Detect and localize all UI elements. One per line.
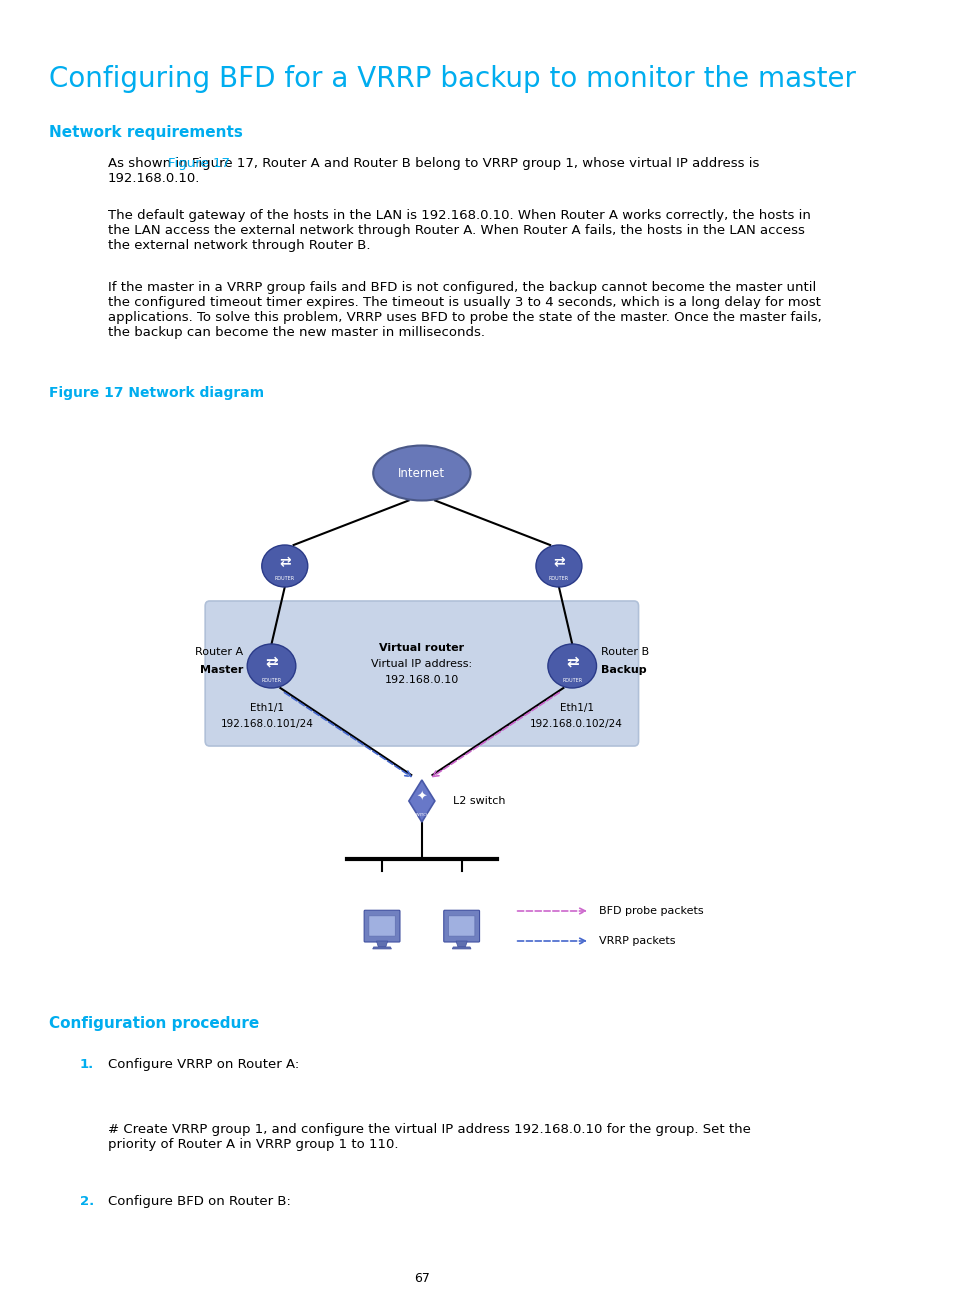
Polygon shape	[456, 941, 467, 947]
Text: ROUTER: ROUTER	[561, 678, 581, 683]
Polygon shape	[452, 947, 471, 949]
Text: The default gateway of the hosts in the LAN is 192.168.0.10. When Router A works: The default gateway of the hosts in the …	[108, 209, 810, 251]
Text: VRRP packets: VRRP packets	[598, 936, 675, 946]
FancyBboxPatch shape	[205, 601, 638, 746]
Ellipse shape	[247, 644, 295, 688]
Text: ⇄: ⇄	[553, 555, 564, 569]
FancyBboxPatch shape	[364, 910, 399, 942]
Ellipse shape	[261, 546, 308, 587]
FancyBboxPatch shape	[443, 910, 479, 942]
FancyBboxPatch shape	[448, 916, 475, 936]
Text: L2 switch: L2 switch	[453, 796, 505, 806]
Text: 67: 67	[414, 1271, 430, 1284]
Text: Backup: Backup	[599, 665, 645, 675]
Text: 2.: 2.	[79, 1195, 93, 1208]
Ellipse shape	[373, 446, 470, 500]
Text: 192.168.0.102/24: 192.168.0.102/24	[530, 719, 622, 730]
Text: Eth1/1: Eth1/1	[559, 702, 593, 713]
Text: ROUTER: ROUTER	[274, 575, 294, 581]
Text: ⇄: ⇄	[278, 555, 291, 569]
Text: Configuring BFD for a VRRP backup to monitor the master: Configuring BFD for a VRRP backup to mon…	[49, 65, 855, 93]
Text: Virtual router: Virtual router	[379, 643, 464, 653]
Text: Figure 17 Network diagram: Figure 17 Network diagram	[49, 386, 263, 400]
Text: Router A: Router A	[194, 647, 243, 657]
Polygon shape	[373, 947, 391, 949]
Text: 1.: 1.	[79, 1058, 93, 1070]
Text: Network requirements: Network requirements	[49, 124, 242, 140]
Text: ROUTER: ROUTER	[261, 678, 281, 683]
Polygon shape	[409, 780, 435, 822]
Ellipse shape	[536, 546, 581, 587]
Text: If the master in a VRRP group fails and BFD is not configured, the backup cannot: If the master in a VRRP group fails and …	[108, 281, 821, 340]
Text: ⇄: ⇄	[265, 654, 277, 670]
Text: ROUTER: ROUTER	[548, 575, 568, 581]
Text: ⇄: ⇄	[565, 654, 578, 670]
Text: ✦: ✦	[416, 791, 427, 804]
Text: Configure VRRP on Router A:: Configure VRRP on Router A:	[108, 1058, 299, 1070]
Text: BFD probe packets: BFD probe packets	[598, 906, 702, 916]
Text: 192.168.0.101/24: 192.168.0.101/24	[220, 719, 314, 730]
Text: Configuration procedure: Configuration procedure	[49, 1016, 258, 1032]
Polygon shape	[376, 941, 387, 947]
Text: Master: Master	[199, 665, 243, 675]
Text: As shown in Figure 17, Router A and Router B belong to VRRP group 1, whose virtu: As shown in Figure 17, Router A and Rout…	[108, 157, 759, 185]
Ellipse shape	[547, 644, 596, 688]
FancyBboxPatch shape	[369, 916, 395, 936]
Text: Internet: Internet	[398, 467, 445, 480]
Text: Figure 17: Figure 17	[168, 157, 230, 170]
Text: Configure BFD on Router B:: Configure BFD on Router B:	[108, 1195, 291, 1208]
Text: 192.168.0.10: 192.168.0.10	[384, 675, 458, 686]
Text: Virtual IP address:: Virtual IP address:	[371, 658, 472, 669]
Text: SWITCH: SWITCH	[414, 813, 430, 816]
Text: Eth1/1: Eth1/1	[250, 702, 284, 713]
Text: Router B: Router B	[599, 647, 648, 657]
Text: # Create VRRP group 1, and configure the virtual IP address 192.168.0.10 for the: # Create VRRP group 1, and configure the…	[108, 1124, 750, 1151]
